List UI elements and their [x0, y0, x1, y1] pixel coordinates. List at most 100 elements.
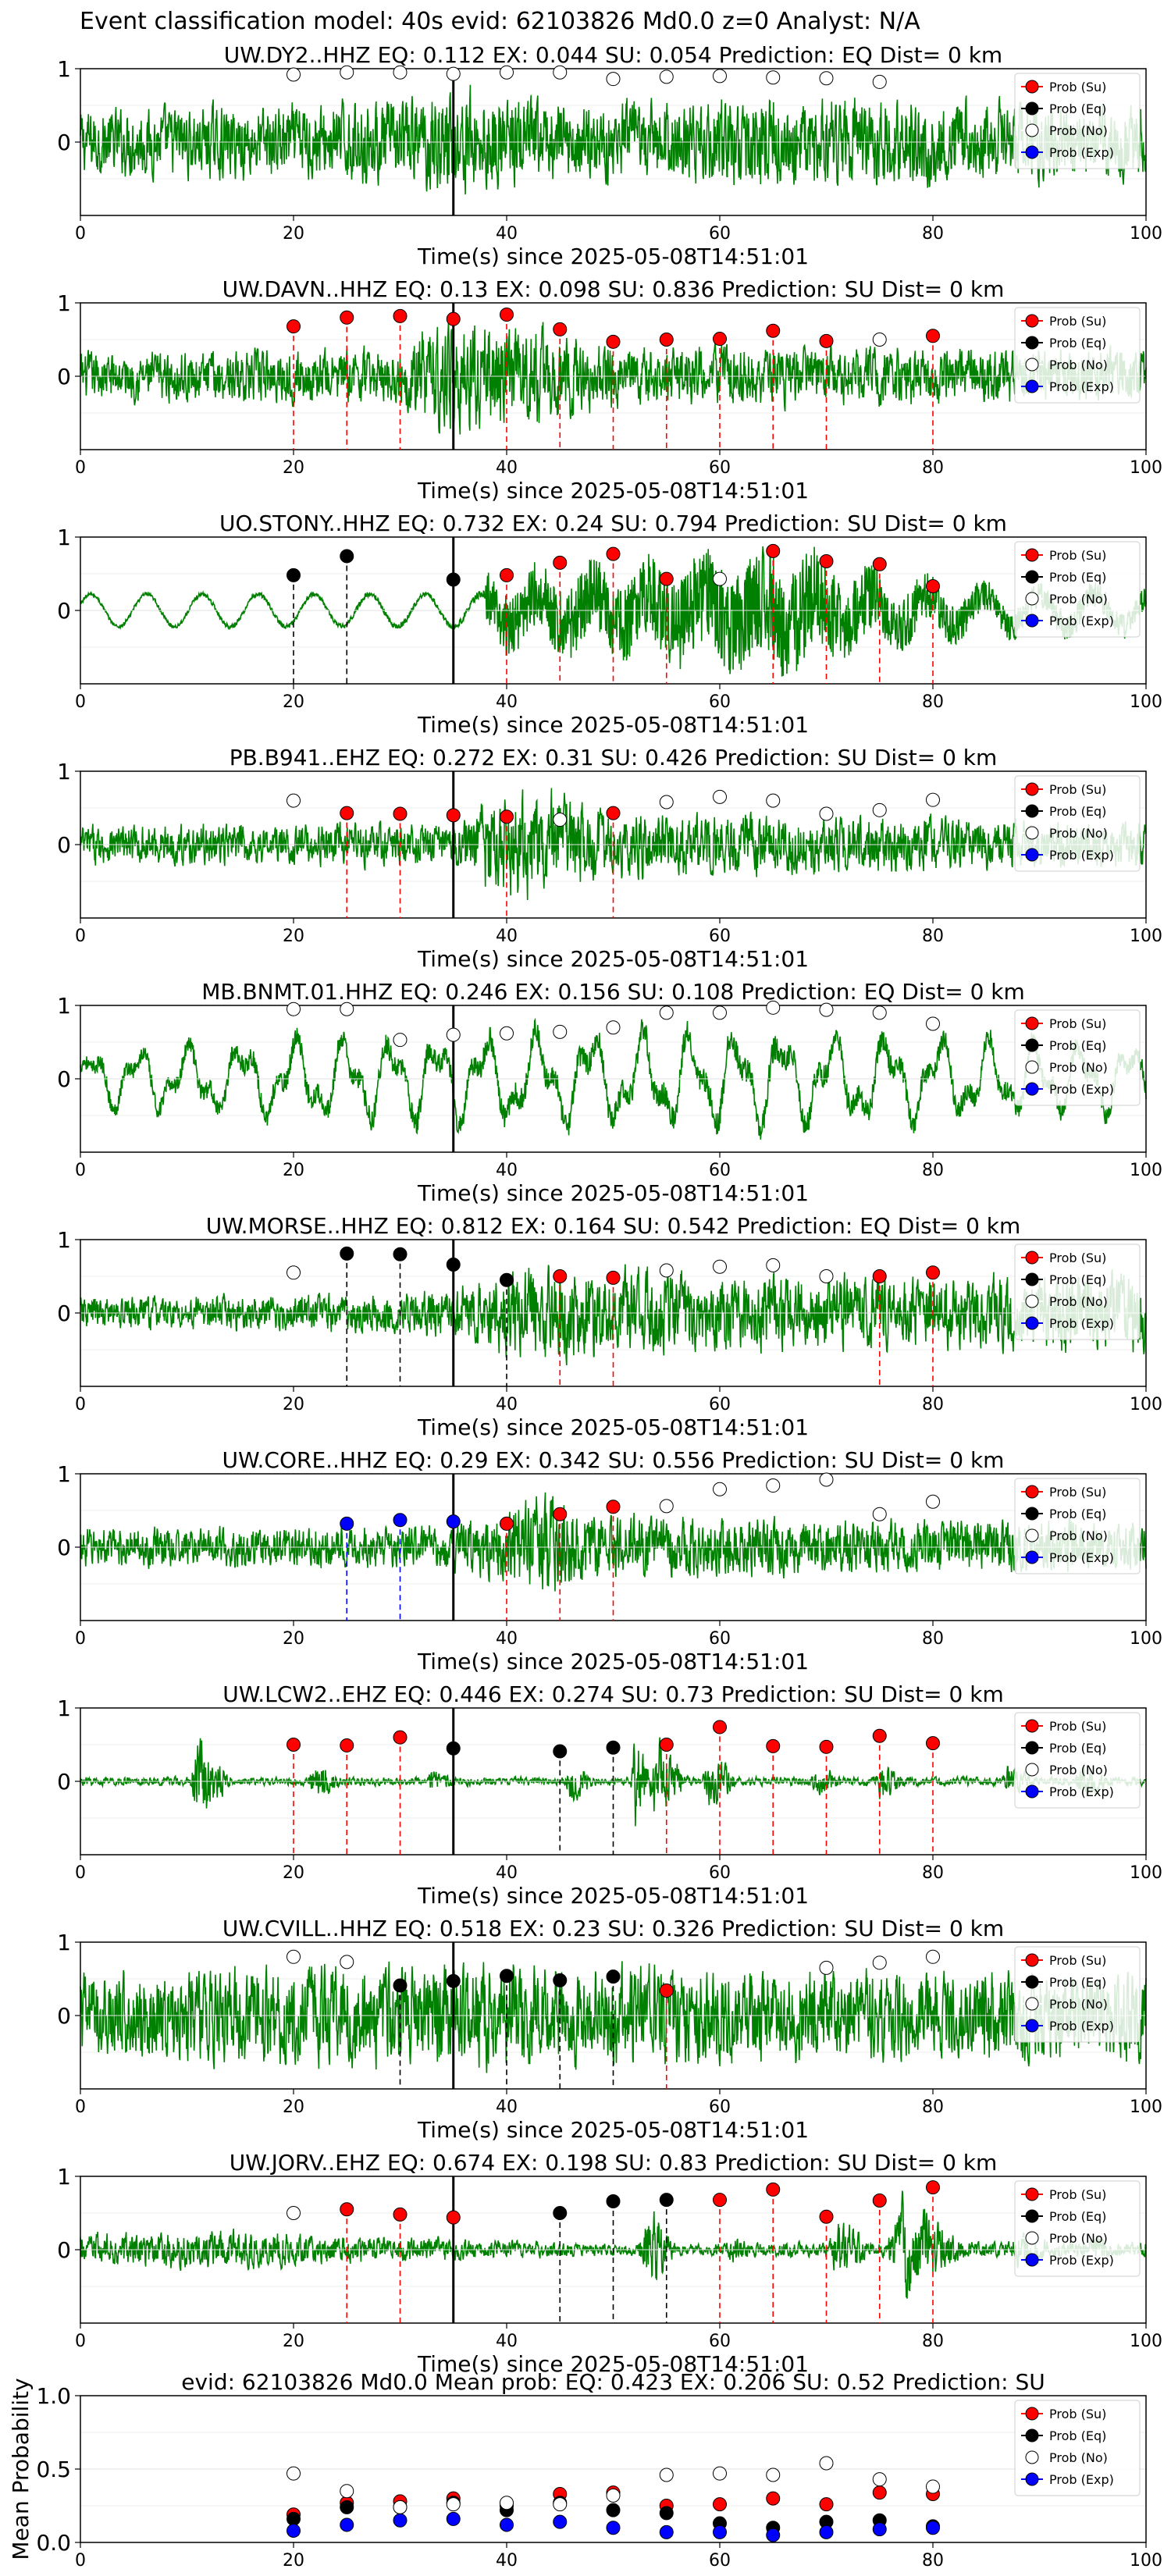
legend-label: Prob (No) — [1049, 1763, 1108, 1777]
prob-marker — [926, 1494, 940, 1509]
prob-marker — [926, 1736, 940, 1751]
x-axis-label: Time(s) since 2025-05-08T14:51:01 — [417, 2351, 809, 2377]
x-tick-label: 20 — [283, 458, 304, 478]
prob-marker — [446, 808, 461, 823]
prob-marker — [606, 2194, 621, 2208]
prob-marker — [872, 557, 887, 571]
waveform-panel-3: UO.STONY..HHZ EQ: 0.732 EX: 0.24 SU: 0.7… — [57, 511, 1162, 738]
mean-prob-marker — [500, 2496, 514, 2510]
prob-marker — [819, 1472, 834, 1487]
legend: Prob (Su) Prob (Eq) Prob (No) Prob (Exp) — [1014, 1244, 1141, 1340]
prob-marker — [340, 1246, 354, 1261]
legend: Prob (Su) Prob (Eq) Prob (No) Prob (Exp) — [1014, 1009, 1141, 1106]
legend-box — [1014, 1478, 1141, 1574]
prob-marker — [500, 809, 514, 824]
x-tick-label: 0 — [75, 1629, 86, 1649]
x-tick-label: 0 — [75, 1161, 86, 1180]
y-axis-label: Mean Probability — [8, 2378, 34, 2560]
legend-label: Prob (Eq) — [1049, 101, 1106, 116]
prob-marker — [340, 1955, 354, 1969]
waveform-panel-8: UW.LCW2..EHZ EQ: 0.446 EX: 0.274 SU: 0.7… — [57, 1681, 1162, 1909]
mean-prob-marker — [606, 2503, 621, 2517]
y-tick-label: 1 — [57, 290, 71, 316]
prob-marker — [819, 333, 834, 348]
panel-title: UW.DAVN..HHZ EQ: 0.13 EX: 0.098 SU: 0.83… — [222, 276, 1005, 302]
legend-marker — [1025, 826, 1039, 840]
y-tick-label: 0 — [57, 1769, 71, 1795]
x-tick-label: 0 — [75, 927, 86, 946]
prob-marker — [926, 2180, 940, 2195]
mean-prob-marker — [659, 2467, 674, 2482]
x-tick-label: 100 — [1130, 1161, 1162, 1180]
prob-marker — [659, 1984, 674, 1998]
prob-marker — [393, 1513, 408, 1528]
legend-label: Prob (Exp) — [1049, 1082, 1114, 1097]
legend-label: Prob (Eq) — [1049, 2428, 1106, 2443]
mean-prob-marker — [713, 2524, 727, 2539]
prob-marker — [766, 793, 781, 808]
x-axis-label: Time(s) since 2025-05-08T14:51:01 — [417, 2117, 809, 2143]
legend-box — [1014, 307, 1141, 404]
prob-marker — [553, 1507, 568, 1521]
legend-label: Prob (No) — [1049, 1997, 1108, 2012]
mean-prob-marker — [553, 2514, 568, 2529]
legend-marker — [1025, 2428, 1039, 2443]
legend-marker — [1025, 1719, 1039, 1733]
mean-prob-marker — [659, 2506, 674, 2521]
legend-label: Prob (Exp) — [1049, 379, 1114, 394]
x-tick-label: 20 — [283, 1161, 304, 1180]
legend: Prob (Su) Prob (Eq) Prob (No) Prob (Exp) — [1014, 1946, 1141, 2043]
y-tick-label: 0 — [57, 1066, 71, 1092]
x-tick-label: 40 — [496, 692, 518, 712]
legend-marker — [1025, 101, 1039, 116]
mean-prob-marker — [819, 2456, 834, 2471]
prob-marker — [446, 311, 461, 326]
mean-prob-marker — [606, 2521, 621, 2535]
y-tick-label: 1 — [57, 2164, 71, 2190]
y-tick-label: 1 — [57, 993, 71, 1019]
x-tick-label: 80 — [922, 1161, 944, 1180]
x-tick-label: 20 — [283, 1863, 304, 1883]
legend-marker — [1025, 1784, 1039, 1799]
x-tick-label: 40 — [496, 1161, 518, 1180]
x-tick-label: 60 — [709, 1395, 731, 1414]
x-tick-label: 40 — [496, 2551, 518, 2571]
x-tick-label: 80 — [922, 1395, 944, 1414]
legend-marker — [1025, 2187, 1039, 2201]
mean-prob-marker — [766, 2467, 781, 2482]
legend-marker — [1025, 1550, 1039, 1564]
mean-prob-marker — [872, 2522, 887, 2537]
legend-marker — [1025, 1294, 1039, 1308]
x-tick-label: 0 — [75, 458, 86, 478]
waveform-panel-2: UW.DAVN..HHZ EQ: 0.13 EX: 0.098 SU: 0.83… — [57, 276, 1162, 503]
legend-label: Prob (Eq) — [1049, 1272, 1106, 1287]
x-tick-label: 80 — [922, 2551, 944, 2571]
prob-marker — [287, 1002, 301, 1016]
prob-marker — [926, 329, 940, 343]
x-tick-label: 60 — [709, 458, 731, 478]
prob-marker — [819, 2209, 834, 2224]
y-tick-label: 0 — [57, 2003, 71, 2029]
prob-marker — [340, 549, 354, 564]
legend-marker — [1025, 358, 1039, 372]
y-tick-label: 1.0 — [36, 2383, 71, 2409]
prob-marker — [926, 1949, 940, 1964]
x-tick-label: 100 — [1130, 692, 1162, 712]
legend: Prob (Su) Prob (Eq) Prob (No) Prob (Exp) — [1014, 1712, 1141, 1809]
prob-marker — [659, 1499, 674, 1514]
prob-marker — [606, 1500, 621, 1514]
legend-marker — [1025, 2253, 1039, 2267]
prob-marker — [713, 2193, 727, 2208]
prob-marker — [819, 1269, 834, 1283]
legend-label: Prob (Eq) — [1049, 1038, 1106, 1053]
prob-marker — [287, 319, 301, 334]
legend-label: Prob (Exp) — [1049, 2472, 1114, 2487]
legend-marker — [1025, 1316, 1039, 1330]
mean-prob-marker — [340, 2517, 354, 2532]
prob-marker — [872, 1507, 887, 1521]
prob-marker — [287, 1949, 301, 1964]
x-tick-label: 20 — [283, 927, 304, 946]
y-tick-label: 0 — [57, 832, 71, 858]
mean-prob-marker — [340, 2484, 354, 2499]
